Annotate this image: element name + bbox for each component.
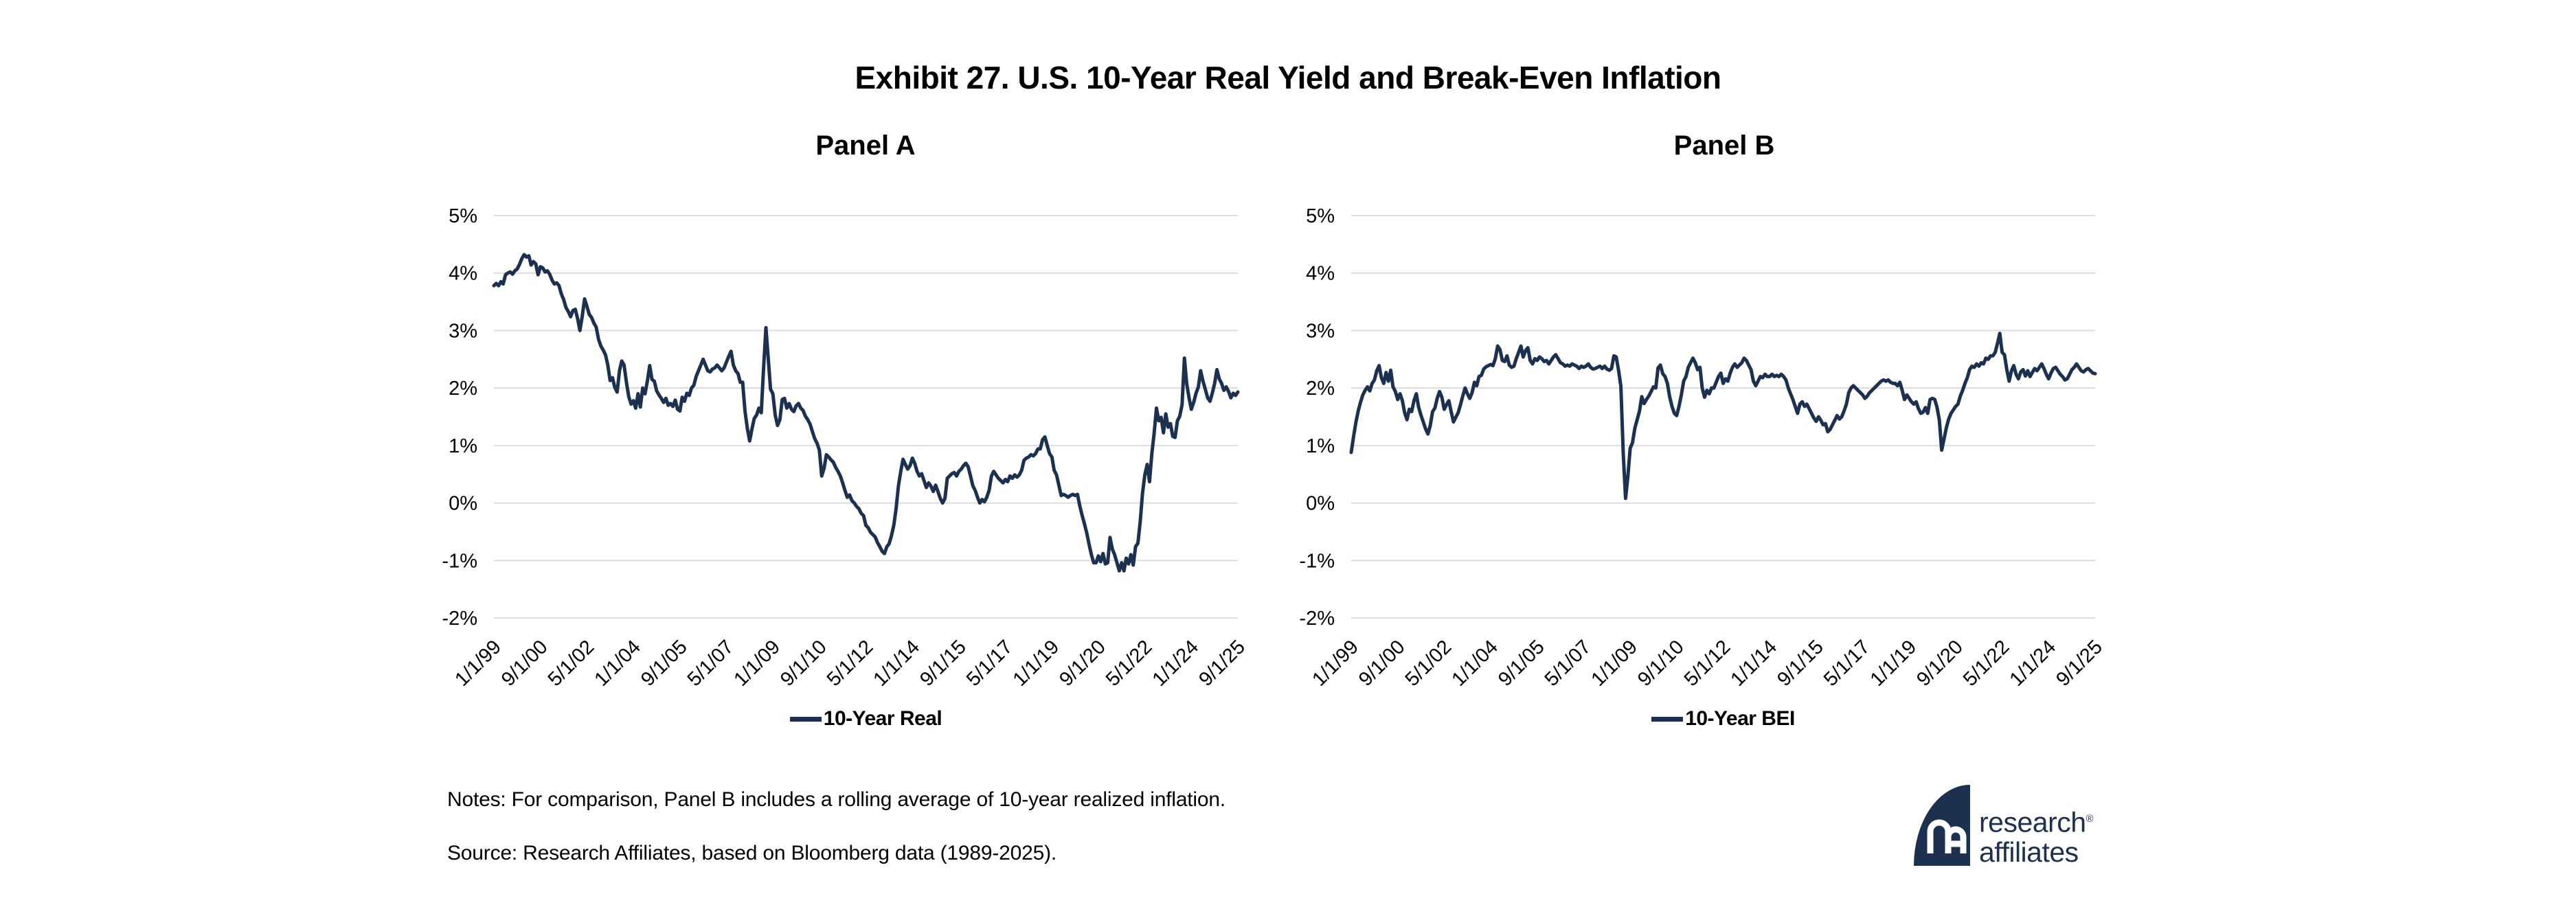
legend-label: 10-Year BEI	[1685, 707, 1795, 730]
ra-monogram-icon	[1927, 819, 1967, 853]
x-tick-label: 9/1/20	[1055, 636, 1110, 691]
x-tick-label: 5/1/22	[1102, 636, 1157, 691]
x-tick-label: 9/1/05	[637, 636, 692, 691]
x-tick-label: 1/1/24	[2006, 636, 2061, 691]
ra-logo-mark-icon	[1914, 785, 1970, 866]
x-tick-label: 5/1/07	[1541, 636, 1596, 691]
x-tick-label: 9/1/15	[1773, 636, 1828, 691]
panel-a-legend: 10-Year Real	[494, 707, 1238, 731]
y-tick-label: 0%	[449, 493, 477, 515]
x-tick-label: 9/1/05	[1494, 636, 1549, 691]
x-tick-label: 5/1/02	[1401, 636, 1456, 691]
data-series-line	[492, 253, 1240, 573]
x-tick-label: 9/1/00	[1355, 636, 1410, 691]
x-tick-label: 1/1/14	[870, 636, 925, 691]
source-line: Source: Research Affiliates, based on Bl…	[447, 842, 1057, 864]
y-tick-label: -1%	[1299, 550, 1335, 572]
y-tick-label: -2%	[442, 608, 477, 630]
y-tick-label: 5%	[1306, 205, 1335, 227]
legend-label: 10-Year Real	[823, 707, 942, 730]
x-tick-label: 5/1/17	[962, 636, 1017, 691]
panel-a-title: Panel A	[815, 130, 916, 161]
x-tick-label: 9/1/20	[1912, 636, 1967, 691]
y-tick-label: 5%	[449, 205, 477, 227]
x-tick-label: 1/1/19	[1866, 636, 1921, 691]
logo-text: research® affiliates	[1979, 804, 2094, 868]
x-tick-label: 9/1/10	[1634, 636, 1688, 691]
y-tick-label: 2%	[1306, 378, 1335, 400]
x-tick-label: 1/1/14	[1727, 636, 1782, 691]
notes-line: Notes: For comparison, Panel B includes …	[447, 788, 1226, 811]
logo-word-affiliates: affiliates	[1979, 836, 2079, 868]
x-tick-label: 1/1/19	[1009, 636, 1064, 691]
x-tick-label: 5/1/22	[1959, 636, 2014, 691]
exhibit-title: Exhibit 27. U.S. 10-Year Real Yield and …	[855, 60, 1721, 95]
y-tick-label: 1%	[1306, 435, 1335, 457]
panel-b-legend: 10-Year BEI	[1351, 707, 2095, 731]
y-tick-label: 3%	[449, 320, 477, 342]
x-tick-label: 1/1/24	[1149, 636, 1204, 691]
x-tick-label: 1/1/99	[451, 636, 506, 691]
x-tick-label: 1/1/04	[590, 636, 645, 691]
x-tick-label: 5/1/12	[823, 636, 878, 691]
x-tick-label: 9/1/15	[916, 636, 971, 691]
x-tick-label: 1/1/99	[1308, 636, 1363, 691]
y-tick-label: 2%	[449, 378, 477, 400]
y-tick-label: -2%	[1299, 608, 1335, 630]
x-tick-label: 9/1/10	[776, 636, 831, 691]
y-tick-label: 0%	[1306, 493, 1335, 515]
y-tick-label: 3%	[1306, 320, 1335, 342]
x-tick-label: 1/1/04	[1447, 636, 1502, 691]
panel-a-chart: 5%4%3%2%1%0%-1%-2%1/1/999/1/005/1/021/1/…	[442, 205, 1250, 691]
x-tick-label: 1/1/09	[1587, 636, 1642, 691]
y-tick-label: 4%	[449, 263, 477, 285]
y-tick-label: -1%	[442, 550, 477, 572]
x-tick-label: 9/1/00	[497, 636, 552, 691]
logo-word-research: research®	[1979, 806, 2094, 838]
x-tick-label: 9/1/25	[2052, 636, 2107, 691]
x-tick-label: 5/1/17	[1820, 636, 1875, 691]
registered-trademark-icon: ®	[2086, 813, 2094, 825]
legend-line-swatch	[789, 716, 822, 722]
y-tick-label: 1%	[449, 435, 477, 457]
legend-line-swatch	[1651, 716, 1684, 722]
panel-b-chart: 5%4%3%2%1%0%-1%-2%1/1/999/1/005/1/021/1/…	[1299, 205, 2107, 691]
y-tick-label: 4%	[1306, 263, 1335, 285]
x-tick-label: 5/1/12	[1680, 636, 1735, 691]
panel-b-title: Panel B	[1673, 130, 1775, 161]
research-affiliates-logo: research® affiliates	[1914, 785, 2094, 868]
x-tick-label: 1/1/09	[730, 636, 784, 691]
data-series-line	[1349, 332, 2097, 501]
x-tick-label: 5/1/07	[683, 636, 738, 691]
x-tick-label: 5/1/02	[544, 636, 599, 691]
